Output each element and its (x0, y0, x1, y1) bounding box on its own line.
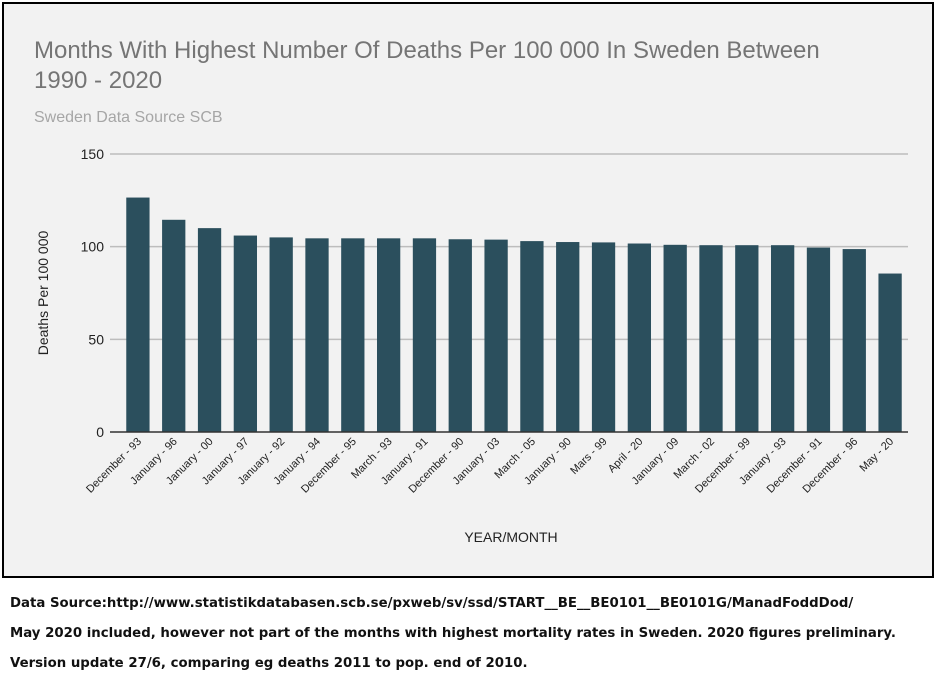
bar (162, 219, 186, 432)
bar (305, 238, 329, 432)
bar (376, 238, 401, 432)
bar (412, 238, 437, 432)
bar (878, 273, 902, 432)
bar (197, 228, 222, 432)
bar (233, 235, 258, 432)
chart-title-line-1: Months With Highest Number Of Deaths Per… (34, 37, 820, 64)
x-tick-label: May - 20 (857, 436, 896, 475)
footnotes: Data Source:http://www.statistikdatabase… (10, 596, 930, 686)
bar (269, 237, 293, 432)
chart-frame: Months With Highest Number Of Deaths Per… (2, 2, 934, 578)
chart-subtitle: Sweden Data Source SCB (34, 109, 223, 126)
bar (556, 242, 580, 432)
bar (591, 242, 616, 432)
bar-chart: Months With Highest Number Of Deaths Per… (34, 37, 908, 545)
x-axis-label: YEAR/MONTH (464, 529, 557, 545)
y-axis-label: Deaths Per 100 000 (35, 231, 51, 356)
bar (663, 244, 687, 432)
y-tick-label: 150 (81, 146, 105, 162)
bar (520, 241, 544, 432)
bar (699, 245, 723, 432)
footnote-version: Version update 27/6, comparing eg deaths… (10, 656, 528, 671)
chart-title-line-2: 1990 - 2020 (34, 67, 162, 94)
y-tick-labels: 0 50 100 150 (81, 146, 105, 440)
y-tick-label: 0 (96, 424, 104, 440)
bar (806, 247, 831, 432)
x-tick-label: Mars - 99 (568, 436, 609, 477)
bar (735, 245, 759, 432)
bar (126, 197, 150, 432)
y-tick-label: 50 (88, 331, 104, 347)
bar (448, 239, 472, 432)
bar (484, 239, 508, 432)
bar (341, 238, 365, 432)
footnote-data-source: Data Source:http://www.statistikdatabase… (10, 596, 854, 611)
bar (842, 249, 866, 432)
y-tick-label: 100 (81, 239, 105, 255)
bars (126, 197, 902, 432)
bar (770, 245, 795, 432)
bar (627, 243, 652, 432)
footnote-may-2020: May 2020 included, however not part of t… (10, 626, 896, 641)
